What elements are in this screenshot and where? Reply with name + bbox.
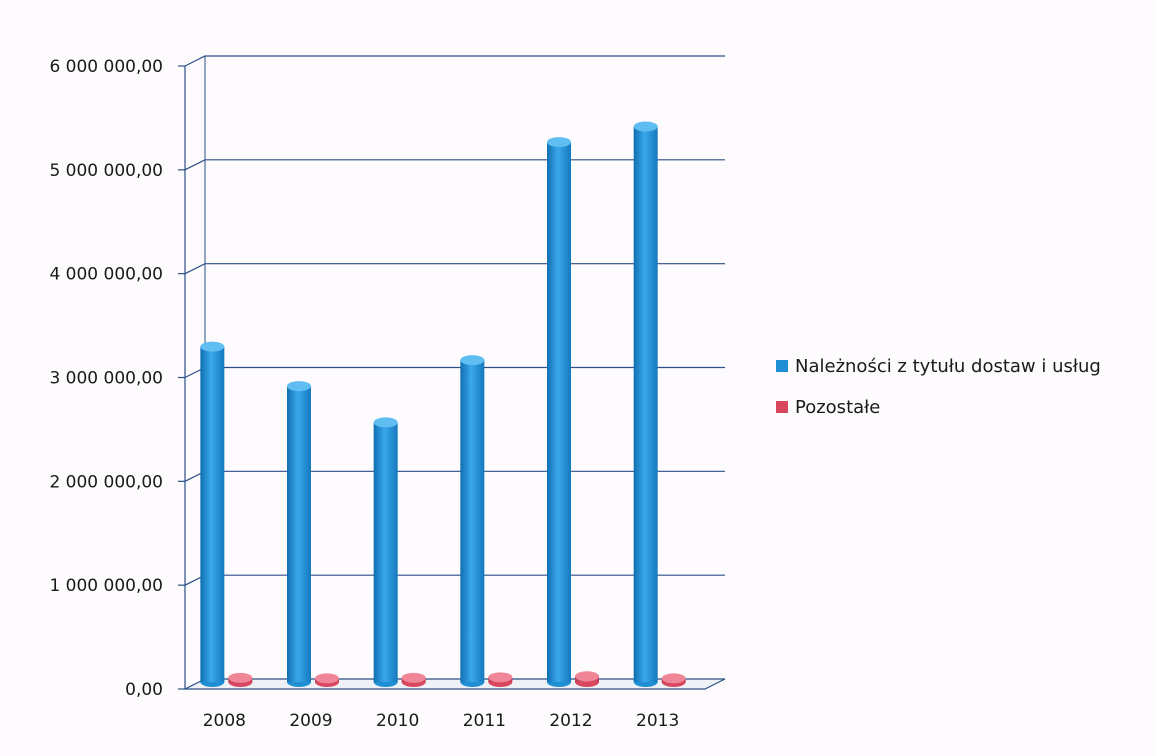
legend: Należności z tytułu dostaw i usług Pozost… — [776, 356, 1101, 418]
x-tick-labels: 2008 2009 2010 2011 2012 2013 — [203, 711, 680, 731]
bar-pozostale — [488, 672, 513, 687]
bar-pozostale — [228, 672, 253, 687]
bar-naleznosci — [460, 355, 485, 687]
bar-pozostale — [401, 672, 426, 687]
bars — [200, 121, 686, 687]
legend-swatch — [776, 360, 788, 372]
x-tick-label: 2009 — [289, 711, 332, 731]
y-tick-label: 4 000 000,00 — [49, 265, 163, 285]
y-tick-label: 0,00 — [125, 680, 163, 700]
bar-naleznosci — [547, 137, 571, 687]
bar-naleznosci — [373, 417, 398, 687]
legend-label: Pozostałe — [795, 397, 880, 418]
bar-naleznosci — [287, 381, 311, 687]
y-tick-label: 3 000 000,00 — [49, 369, 163, 389]
x-tick-label: 2011 — [463, 711, 506, 731]
bar-pozostale — [575, 671, 599, 687]
y-tick-label: 6 000 000,00 — [49, 57, 163, 77]
bar-pozostale — [661, 673, 686, 687]
legend-label: Należności z tytułu dostaw i usług — [795, 356, 1101, 377]
x-tick-label: 2010 — [376, 711, 419, 731]
y-tick-label: 5 000 000,00 — [49, 161, 163, 181]
y-tick-label: 2 000 000,00 — [49, 472, 163, 492]
x-tick-label: 2012 — [549, 711, 592, 731]
x-tick-label: 2013 — [636, 711, 679, 731]
y-tick-labels: 0,00 1 000 000,00 2 000 000,00 3 000 000,00… — [49, 57, 163, 700]
gridline — [184, 55, 725, 67]
x-tick-label: 2008 — [203, 711, 246, 731]
bar-pozostale — [315, 673, 339, 687]
bar-naleznosci — [200, 341, 225, 687]
legend-swatch — [776, 401, 788, 413]
bar-naleznosci — [633, 121, 658, 687]
y-tick-label: 1 000 000,00 — [49, 576, 163, 596]
